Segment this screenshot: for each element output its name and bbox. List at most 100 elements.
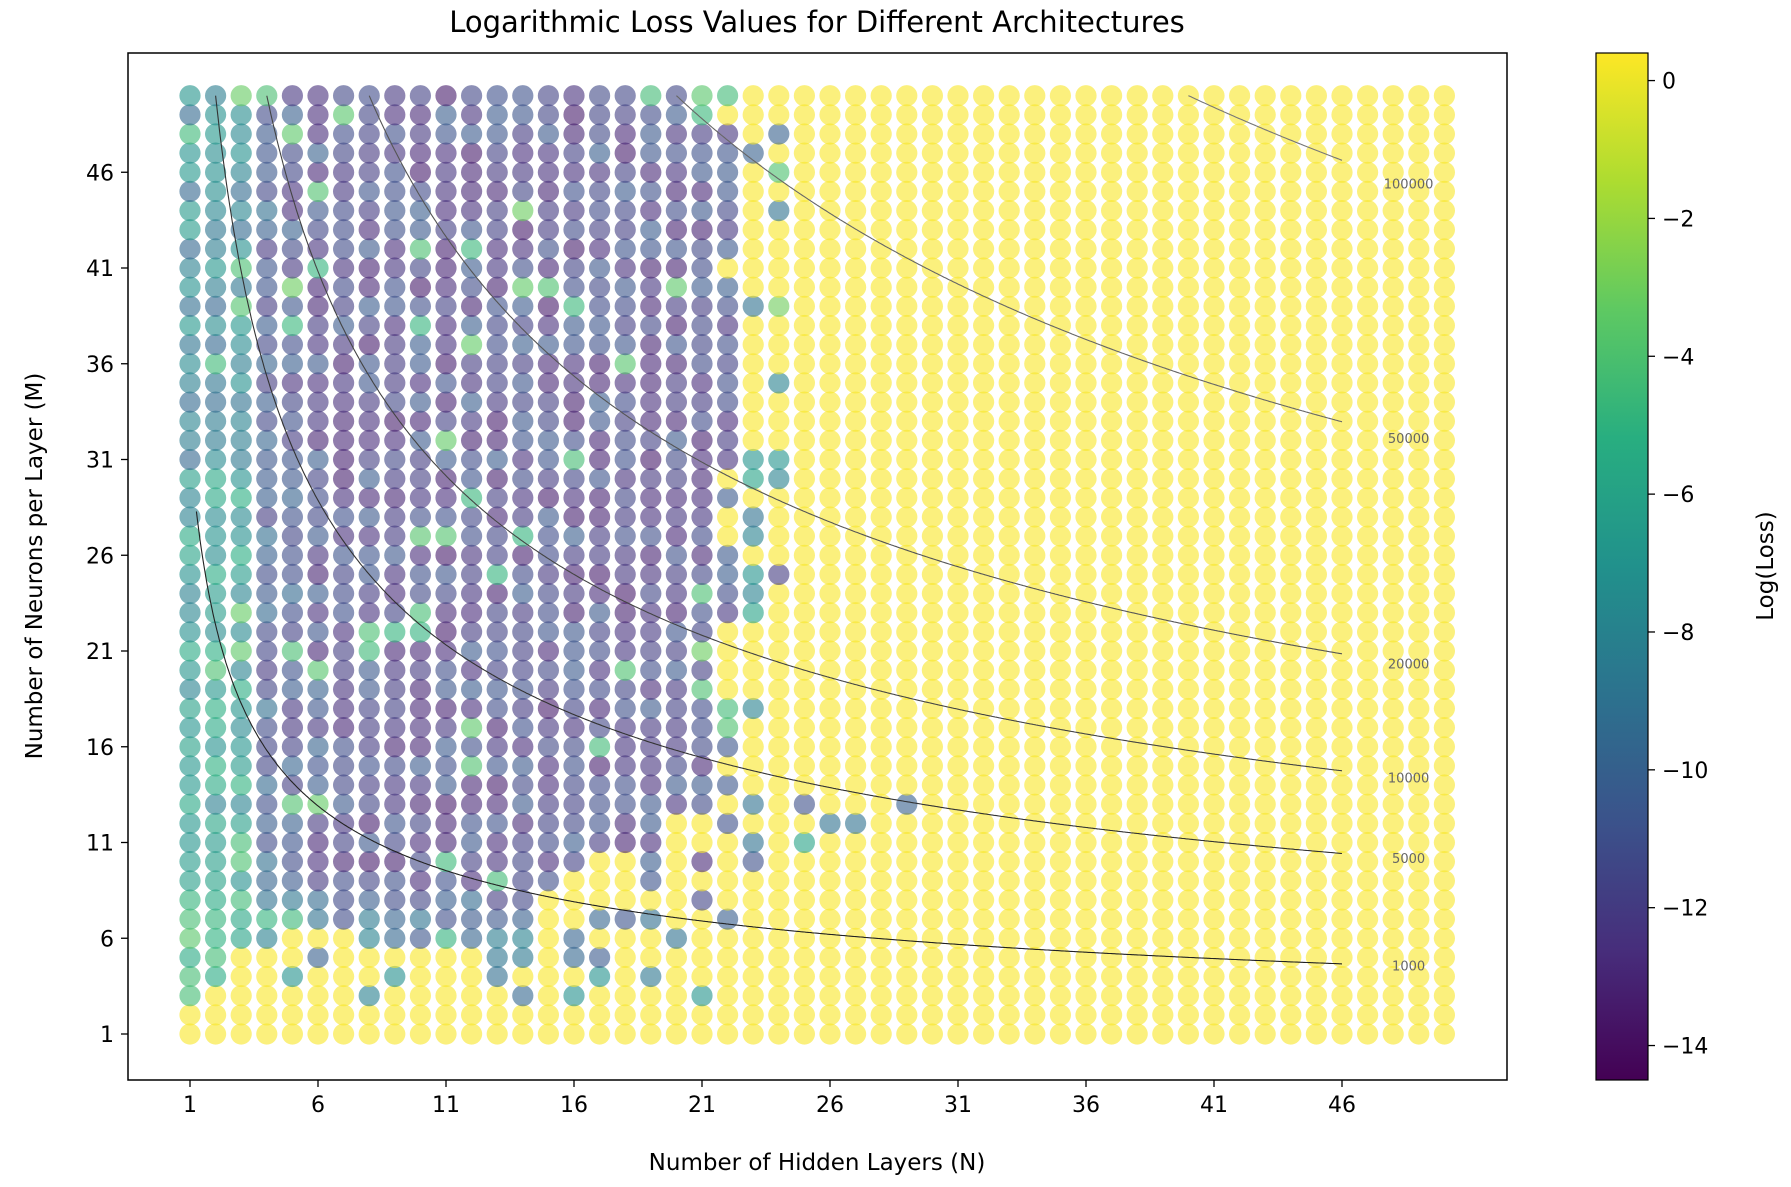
data-point [307,238,329,260]
data-point [1152,200,1174,222]
data-point [486,812,508,835]
data-point [1357,180,1379,202]
data-point [1177,851,1199,873]
data-point [256,123,278,145]
data-point [486,353,508,375]
data-point [691,678,713,700]
data-point [179,410,201,432]
data-point [793,908,816,930]
data-point [1331,831,1353,854]
data-point [921,889,944,911]
data-point [1305,544,1327,566]
data-point [1433,85,1455,107]
data-point [1408,219,1430,241]
data-point [1101,161,1123,183]
data-point [1229,161,1251,183]
data-point [665,314,688,337]
data-point [358,295,380,317]
data-point [1433,697,1455,720]
data-point [870,1023,892,1045]
data-point [896,334,918,356]
data-point [947,314,969,337]
data-point [973,582,995,605]
data-point [1203,736,1225,758]
data-point [1075,257,1097,279]
data-point [1203,468,1225,490]
data-point [1075,697,1097,720]
data-point [563,678,585,700]
data-point [307,563,329,586]
data-point [256,468,278,490]
data-point [896,506,918,528]
data-point [640,104,662,126]
data-point [384,831,406,854]
data-point [717,793,739,815]
data-point [614,602,636,624]
data-point [896,831,918,854]
data-point [1049,353,1071,375]
data-point [921,774,944,796]
data-point [1024,487,1046,509]
data-point [1126,104,1148,126]
data-point [1331,123,1353,145]
data-point [640,774,662,796]
data-point [1075,85,1097,107]
data-point [1075,391,1097,413]
data-point [1408,659,1430,681]
colorbar-tick-label: −10 [1662,759,1708,784]
data-point [409,410,431,432]
data-point [179,544,201,566]
data-point [409,831,431,854]
data-point [640,525,662,547]
data-point [998,468,1020,490]
data-point [819,736,841,758]
data-point [230,640,252,662]
data-point [435,334,457,356]
data-point [1357,238,1379,260]
data-point [409,697,431,720]
data-point [1203,142,1225,164]
data-point [1126,640,1148,662]
data-point [537,621,560,643]
data-point [589,1004,611,1026]
data-point [563,334,585,356]
data-point [1126,142,1148,164]
data-point [307,659,329,681]
data-point [230,755,252,777]
data-point [205,314,227,337]
data-point [896,563,918,586]
data-point [1357,429,1379,451]
data-point [1382,506,1404,528]
data-point [230,314,252,337]
data-point [281,391,303,413]
data-point [870,946,892,969]
data-point [1408,793,1430,815]
data-point [1382,697,1404,720]
data-point [1049,180,1071,202]
data-point [717,468,739,490]
data-point [563,946,585,969]
data-point [1357,717,1379,739]
data-point [717,276,739,298]
data-point [1331,506,1353,528]
data-point [486,161,508,183]
data-point [896,257,918,279]
data-point [205,582,227,605]
data-point [409,506,431,528]
data-point [512,621,534,643]
data-point [870,410,892,432]
data-point [205,525,227,547]
data-point [384,142,406,164]
data-point [717,621,739,643]
data-point [1433,142,1455,164]
data-point [486,602,508,624]
data-point [870,506,892,528]
data-point [793,582,816,605]
data-point [1305,276,1327,298]
data-point [614,429,636,451]
data-point [1280,774,1302,796]
data-point [537,831,560,854]
data-point [1305,219,1327,241]
data-point [435,736,457,758]
data-point [1024,659,1046,681]
